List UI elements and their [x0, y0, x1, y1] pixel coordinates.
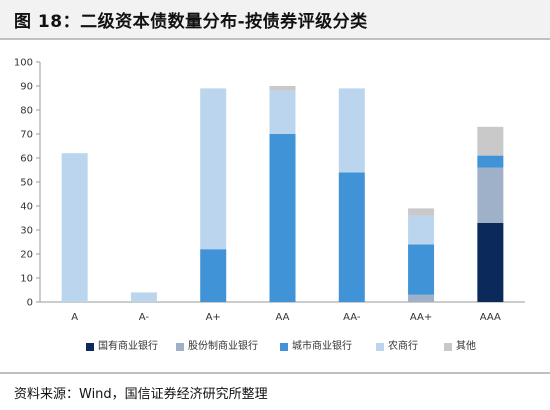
x-tick-label: AA- [343, 312, 361, 323]
y-tick-label: 10 [20, 274, 33, 285]
y-tick-label: 50 [20, 178, 33, 189]
y-tick-label: 60 [20, 154, 33, 165]
legend-label: 国有商业银行 [98, 341, 158, 352]
legend-label: 其他 [456, 341, 476, 352]
bar-segment-AA+-3 [408, 244, 435, 295]
bar-segment-AA--3 [338, 172, 365, 302]
y-tick-label: 30 [20, 226, 33, 237]
legend-label: 股份制商业银行 [188, 341, 258, 352]
x-tick-label: AAA [480, 312, 501, 323]
bar-segment-AAA-3 [477, 155, 504, 168]
bar-segment-A+-3 [200, 249, 227, 302]
x-tick-label: A+ [206, 312, 221, 323]
title-bar: 图 18：二级资本债数量分布-按债券评级分类 [0, 0, 550, 40]
y-tick-label: 90 [20, 82, 33, 93]
legend-swatch [280, 343, 288, 351]
bar-segment-AA-4 [269, 90, 296, 134]
legend-label: 城市商业银行 [292, 341, 352, 352]
bar-segment-AA+-4 [408, 215, 435, 245]
x-tick-label: A- [139, 312, 150, 323]
legend-swatch [86, 343, 94, 351]
bar-segment-AAA-1 [477, 222, 504, 302]
bar-segment-AA+-5 [408, 208, 435, 216]
figure-title: 图 18：二级资本债数量分布-按债券评级分类 [14, 12, 368, 32]
bar-segment-AA-3 [269, 134, 296, 302]
y-tick-label: 80 [20, 106, 33, 117]
y-tick-label: 20 [20, 250, 33, 261]
x-tick-label: A [71, 312, 78, 323]
bar-segment-A--4 [130, 292, 157, 302]
bar-segment-AA-5 [269, 86, 296, 91]
y-tick-label: 70 [20, 130, 33, 141]
legend-swatch [376, 343, 384, 351]
bar-segment-AA--4 [338, 88, 365, 173]
x-tick-label: AA [276, 312, 290, 323]
legend-swatch [176, 343, 184, 351]
chart-legend: 国有商业银行 股份制商业银行 城市商业银行 农商行 其他 [86, 340, 506, 356]
legend-label: 农商行 [388, 341, 418, 352]
y-tick-label: 40 [20, 202, 33, 213]
bar-segment-AAA-2 [477, 167, 504, 223]
bar-segment-AAA-5 [477, 126, 504, 156]
source-bar: 资料来源：Wind，国信证券经济研究所整理 [0, 372, 550, 410]
bar-segment-AA+-2 [408, 294, 435, 302]
x-tick-label: AA+ [410, 312, 432, 323]
y-tick-label: 100 [14, 58, 33, 69]
legend-swatch [444, 343, 452, 351]
bar-segment-A+-4 [200, 88, 227, 250]
bar-segment-A-4 [61, 153, 88, 302]
source-note: 资料来源：Wind，国信证券经济研究所整理 [14, 387, 268, 402]
y-tick-label: 0 [27, 298, 33, 309]
